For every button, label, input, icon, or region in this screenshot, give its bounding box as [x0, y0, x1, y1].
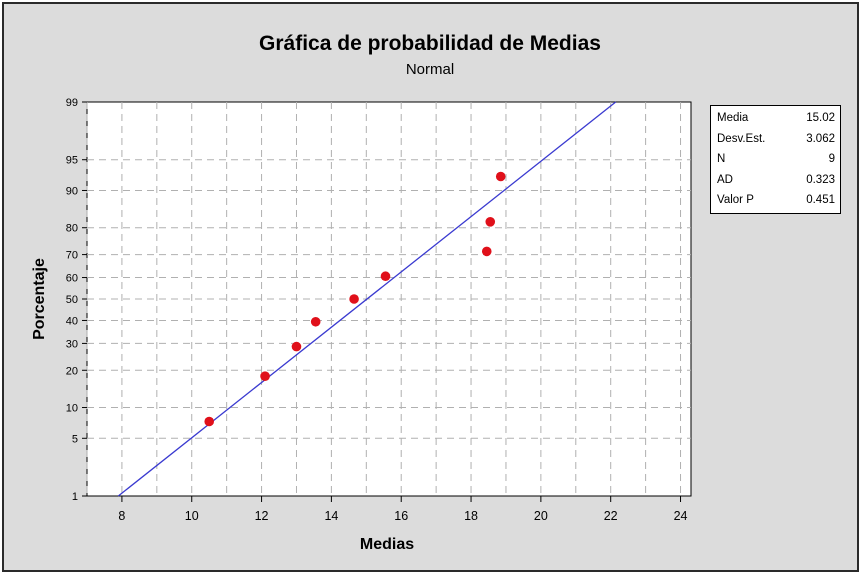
y-tick-label: 95 [66, 155, 78, 167]
x-tick-label: 16 [394, 509, 408, 523]
stat-label: Media [717, 112, 749, 124]
data-point [291, 341, 302, 352]
x-tick-label: 14 [324, 509, 338, 523]
y-tick-label: 10 [66, 403, 78, 415]
x-tick-label: 24 [674, 509, 688, 523]
y-tick-label: 40 [66, 315, 78, 327]
fit-line-layer [117, 101, 617, 497]
stat-value: 0.451 [806, 194, 835, 206]
y-tick-label: 70 [66, 250, 78, 262]
data-point [260, 371, 270, 381]
y-tick-label: 90 [66, 185, 78, 197]
stat-value: 0.323 [806, 173, 835, 186]
stat-row: Desv.Est. 3.062 [717, 129, 835, 150]
data-point [481, 246, 492, 257]
stat-value: 3.062 [806, 132, 835, 145]
x-tick-label: 22 [604, 509, 618, 523]
stat-value: 9 [828, 153, 835, 165]
y-axis-label: Porcentaje [31, 258, 48, 340]
data-point [485, 217, 496, 227]
x-tick-label: 12 [255, 509, 269, 523]
data-points [204, 171, 506, 427]
y-tick-label: 80 [66, 223, 78, 235]
data-point [204, 416, 214, 427]
stat-label: AD [717, 173, 733, 186]
y-tick-label: 30 [66, 338, 78, 350]
stat-row: Valor P 0.451 [717, 190, 835, 211]
stat-label: Valor P [717, 194, 754, 206]
x-tick-label: 20 [534, 509, 548, 523]
data-point [310, 316, 321, 327]
x-tick-label: 10 [185, 509, 199, 523]
x-tick-label: 8 [118, 509, 125, 523]
data-point [380, 271, 391, 282]
stat-value: 15.02 [806, 112, 835, 124]
statistics-box: Media 15.02 Desv.Est. 3.062 N 9 AD 0.323 Valor P… [710, 105, 841, 214]
stat-row: Media 15.02 [717, 108, 835, 129]
y-tick-label: 99 [66, 97, 78, 109]
y-tick-label: 1 [72, 491, 78, 503]
fit-line [117, 101, 617, 497]
grid-lines [86, 102, 691, 496]
x-axis-label: Medias [360, 536, 414, 553]
y-tick-label: 5 [72, 433, 78, 445]
chart-subtitle: Normal [406, 61, 454, 78]
stat-label: N [717, 153, 726, 165]
data-point [349, 294, 359, 304]
stat-label: Desv.Est. [717, 132, 766, 145]
y-tick-label: 60 [66, 273, 78, 285]
x-tick-label: 18 [464, 509, 478, 523]
data-point [495, 171, 506, 182]
y-tick-label: 50 [66, 294, 78, 306]
stat-row: AD 0.323 [717, 170, 835, 191]
chart-title: Gráfica de probabilidad de Medias [259, 32, 601, 55]
axis-ticks: 8 10 12 14 16 18 20 22 24 1 5 10 20 30 40 50 60 70 80 90 95 9… [66, 97, 688, 523]
y-tick-label: 20 [66, 365, 78, 377]
